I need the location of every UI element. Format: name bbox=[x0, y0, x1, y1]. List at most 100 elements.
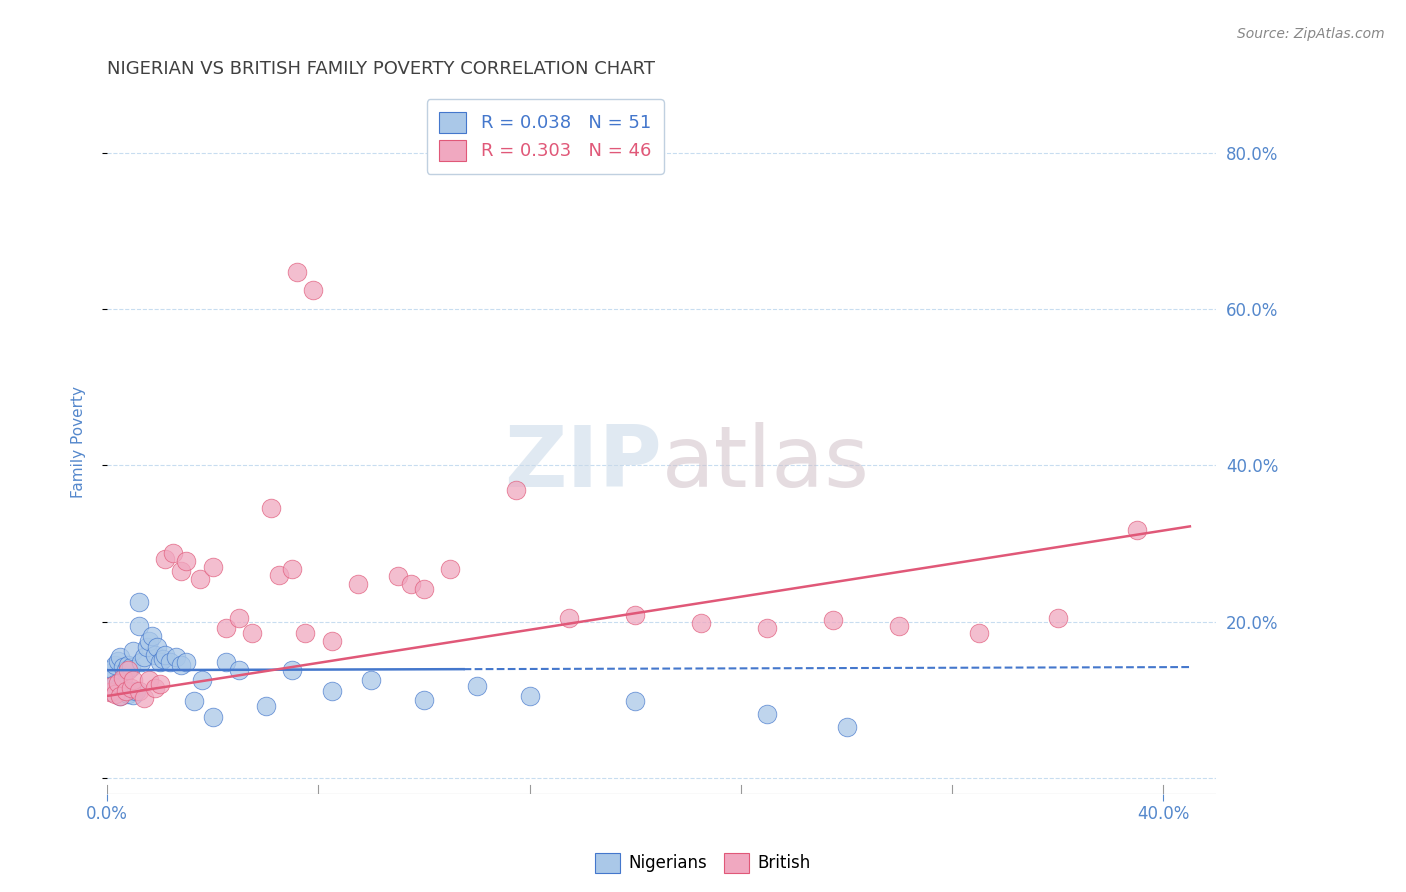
Point bbox=[135, 640, 157, 654]
Point bbox=[159, 656, 181, 670]
Point bbox=[281, 561, 304, 575]
Point bbox=[110, 649, 132, 664]
Point bbox=[413, 582, 436, 596]
Text: Source: ZipAtlas.com: Source: ZipAtlas.com bbox=[1237, 27, 1385, 41]
Point bbox=[98, 665, 121, 680]
Point bbox=[128, 683, 150, 698]
Point bbox=[967, 626, 990, 640]
Point bbox=[110, 689, 132, 703]
Point bbox=[690, 616, 713, 631]
Point bbox=[413, 693, 436, 707]
Point bbox=[465, 679, 488, 693]
Point bbox=[439, 561, 461, 575]
Point bbox=[170, 657, 193, 672]
Point bbox=[101, 679, 124, 693]
Point bbox=[132, 649, 155, 664]
Point bbox=[149, 656, 172, 670]
Point bbox=[176, 656, 198, 670]
Point bbox=[162, 546, 184, 560]
Point bbox=[152, 652, 174, 666]
Point bbox=[201, 710, 224, 724]
Point bbox=[889, 618, 911, 632]
Point bbox=[143, 681, 166, 695]
Point bbox=[1046, 611, 1069, 625]
Point bbox=[267, 567, 290, 582]
Point bbox=[1126, 523, 1149, 537]
Point bbox=[114, 683, 136, 698]
Point bbox=[215, 621, 238, 635]
Legend: R = 0.038   N = 51, R = 0.303   N = 46: R = 0.038 N = 51, R = 0.303 N = 46 bbox=[426, 99, 664, 174]
Point bbox=[131, 656, 153, 670]
Point bbox=[117, 663, 139, 677]
Text: atlas: atlas bbox=[662, 422, 870, 505]
Point bbox=[188, 572, 211, 586]
Point bbox=[146, 640, 169, 654]
Point bbox=[143, 648, 166, 662]
Point bbox=[505, 483, 527, 498]
Point bbox=[138, 634, 160, 648]
Point bbox=[98, 685, 121, 699]
Point bbox=[111, 679, 134, 693]
Point bbox=[756, 621, 779, 635]
Point bbox=[624, 608, 647, 623]
Point bbox=[104, 677, 127, 691]
Point bbox=[111, 660, 134, 674]
Point bbox=[107, 675, 129, 690]
Point bbox=[153, 552, 176, 566]
Point bbox=[321, 634, 343, 648]
Point bbox=[360, 673, 382, 688]
Point bbox=[128, 595, 150, 609]
Point bbox=[347, 577, 370, 591]
Point bbox=[107, 654, 129, 668]
Point bbox=[110, 689, 132, 703]
Point bbox=[201, 560, 224, 574]
Point bbox=[122, 673, 145, 688]
Point bbox=[101, 662, 124, 676]
Point bbox=[183, 694, 205, 708]
Point bbox=[149, 677, 172, 691]
Point bbox=[111, 671, 134, 685]
Point bbox=[138, 673, 160, 688]
Point bbox=[387, 569, 409, 583]
Point bbox=[302, 283, 325, 297]
Point bbox=[141, 629, 163, 643]
Point bbox=[756, 706, 779, 721]
Point bbox=[215, 656, 238, 670]
Point bbox=[170, 564, 193, 578]
Point bbox=[120, 683, 142, 698]
Point bbox=[254, 699, 277, 714]
Point bbox=[128, 618, 150, 632]
Point bbox=[281, 663, 304, 677]
Point bbox=[176, 554, 198, 568]
Point bbox=[624, 694, 647, 708]
Point bbox=[153, 648, 176, 662]
Point bbox=[835, 720, 858, 734]
Point bbox=[122, 644, 145, 658]
Point bbox=[399, 577, 422, 591]
Point bbox=[132, 691, 155, 706]
Point bbox=[558, 611, 581, 625]
Legend: Nigerians, British: Nigerians, British bbox=[589, 847, 817, 880]
Point bbox=[117, 657, 139, 672]
Point bbox=[104, 687, 127, 701]
Point bbox=[228, 663, 250, 677]
Point bbox=[260, 501, 283, 516]
Point bbox=[285, 264, 308, 278]
Point bbox=[117, 687, 139, 701]
Point bbox=[823, 613, 845, 627]
Point bbox=[120, 660, 142, 674]
Point bbox=[114, 683, 136, 698]
Point bbox=[122, 688, 145, 702]
Point bbox=[519, 689, 541, 703]
Point bbox=[191, 673, 214, 688]
Point bbox=[104, 657, 127, 672]
Text: NIGERIAN VS BRITISH FAMILY POVERTY CORRELATION CHART: NIGERIAN VS BRITISH FAMILY POVERTY CORRE… bbox=[107, 60, 655, 78]
Point bbox=[294, 626, 316, 640]
Point bbox=[125, 683, 148, 698]
Point bbox=[101, 685, 124, 699]
Text: ZIP: ZIP bbox=[503, 422, 662, 505]
Point bbox=[228, 611, 250, 625]
Y-axis label: Family Poverty: Family Poverty bbox=[72, 386, 86, 498]
Point bbox=[240, 626, 263, 640]
Point bbox=[321, 683, 343, 698]
